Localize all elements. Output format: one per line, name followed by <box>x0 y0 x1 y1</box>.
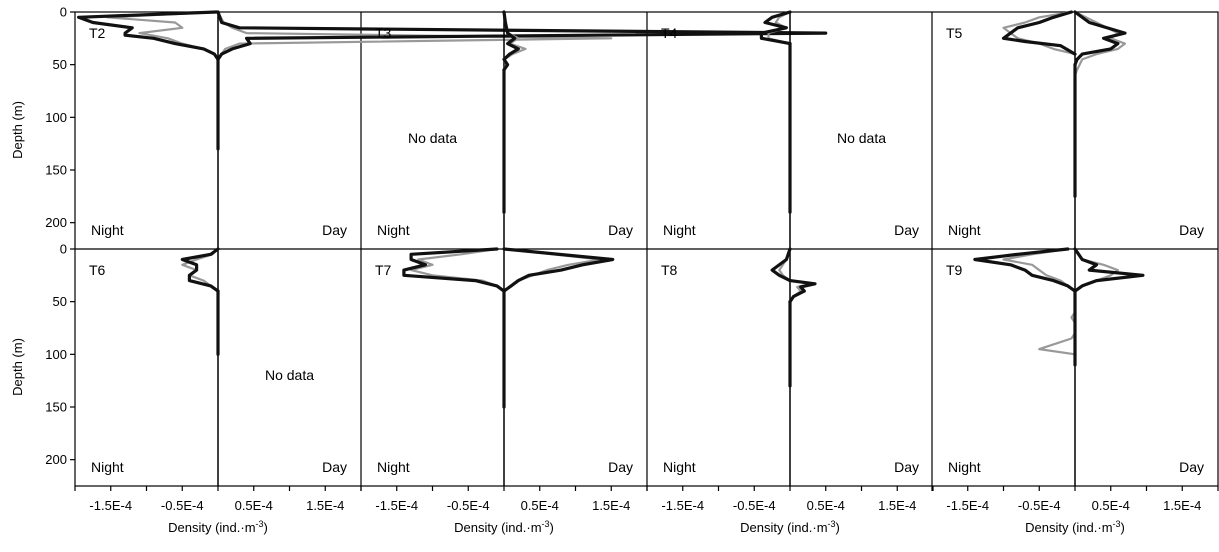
panel-t4: T4 Night Day No data <box>661 10 919 249</box>
panel-label: T2 <box>89 25 106 41</box>
y-tick-label: 200 <box>45 215 67 230</box>
panel-label: T6 <box>89 262 106 278</box>
x-axis-title-close: ) <box>550 520 554 535</box>
day-label: Day <box>322 459 347 475</box>
x-axis-title-superscript: -3 <box>1113 519 1121 529</box>
night-label: Night <box>91 459 124 475</box>
no-data-label: No data <box>265 367 314 383</box>
panel-label: T8 <box>661 262 678 278</box>
x-tick-label: -0.5E-4 <box>447 498 490 513</box>
panel-label: T4 <box>661 25 678 41</box>
y-tick-label: 100 <box>45 347 67 362</box>
series-line-dark-night <box>759 10 792 46</box>
y-tick-label: 150 <box>45 400 67 415</box>
x-axis-title: Density (ind.·m-3) <box>740 519 840 535</box>
x-tick-label: -0.5E-4 <box>1018 498 1061 513</box>
y-tick-label: 0 <box>60 242 67 257</box>
y-axis-title: Depth (m) <box>10 338 25 396</box>
x-tick-label: -1.5E-4 <box>661 498 704 513</box>
series-line-dark-night <box>402 247 506 293</box>
series-line-dark-day <box>502 247 615 293</box>
x-tick-label: -0.5E-4 <box>161 498 204 513</box>
series-line-dark-day <box>502 10 520 72</box>
panel-t5: T5 Night Day <box>946 10 1204 249</box>
day-label: Day <box>894 222 919 238</box>
x-tick-label: 1.5E-4 <box>1163 498 1201 513</box>
night-label: Night <box>377 459 410 475</box>
series-line-dark-day <box>788 279 817 304</box>
day-label: Day <box>1179 222 1204 238</box>
x-tick-label: 0.5E-4 <box>1092 498 1130 513</box>
panel-label: T9 <box>946 262 963 278</box>
series-line-dark-night <box>180 247 220 293</box>
x-tick-label: 1.5E-4 <box>878 498 916 513</box>
panel-label: T7 <box>375 262 392 278</box>
x-tick-label: 0.5E-4 <box>235 498 273 513</box>
night-label: Night <box>663 222 696 238</box>
day-label: Day <box>608 459 633 475</box>
series-line-dark-day <box>216 10 828 61</box>
day-label: Day <box>322 222 347 238</box>
night-label: Night <box>91 222 124 238</box>
y-tick-label: 50 <box>53 57 67 72</box>
series-line-dark-night <box>973 247 1077 293</box>
night-label: Night <box>948 222 981 238</box>
series-line-dark-day <box>1073 247 1145 293</box>
x-axis-title: Density (ind.·m-3) <box>1025 519 1125 535</box>
series-line-gray-day <box>502 10 527 71</box>
x-tick-label: 0.5E-4 <box>807 498 845 513</box>
x-axis-title-superscript: -3 <box>542 519 550 529</box>
series-line-dark-night <box>77 10 220 61</box>
series-line-dark-night <box>770 247 792 283</box>
y-axis-title: Depth (m) <box>10 101 25 159</box>
x-axis-title-superscript: -3 <box>828 519 836 529</box>
x-tick-label: -1.5E-4 <box>89 498 132 513</box>
no-data-label: No data <box>837 130 886 146</box>
x-tick-label: 1.5E-4 <box>306 498 344 513</box>
x-tick-label: 0.5E-4 <box>521 498 559 513</box>
day-label: Day <box>894 459 919 475</box>
panel-t9: T9 Night Day <box>946 247 1204 486</box>
x-tick-label: 1.5E-4 <box>592 498 630 513</box>
no-data-label: No data <box>408 130 457 146</box>
day-label: Day <box>1179 459 1204 475</box>
night-label: Night <box>948 459 981 475</box>
series-line-dark-day <box>1073 10 1127 67</box>
y-tick-label: 200 <box>45 452 67 467</box>
night-label: Night <box>377 222 410 238</box>
series-line-dark-night <box>1001 10 1077 56</box>
x-axis-title-close: ) <box>1121 520 1125 535</box>
panel-t3: T3 Night Day No data <box>375 10 633 249</box>
x-axis-title-close: ) <box>836 520 840 535</box>
x-axis-title: Density (ind.·m-3) <box>454 519 554 535</box>
panel-label: T3 <box>375 25 392 41</box>
x-tick-label: -0.5E-4 <box>733 498 776 513</box>
y-tick-label: 100 <box>45 110 67 125</box>
panel-t2: T2 Night Day <box>77 10 828 249</box>
panel-t7: T7 Night Day <box>375 247 633 486</box>
panel-t6: T6 Night Day No data <box>89 247 347 486</box>
y-tick-label: 150 <box>45 163 67 178</box>
x-axis-title: Density (ind.·m-3) <box>168 519 268 535</box>
y-tick-label: 0 <box>60 5 67 20</box>
x-tick-label: -1.5E-4 <box>375 498 418 513</box>
panel-t8: T8 Night Day <box>661 247 919 486</box>
x-axis-title-close: ) <box>264 520 268 535</box>
day-label: Day <box>608 222 633 238</box>
panel-label: T5 <box>946 25 963 41</box>
x-axis-title-superscript: -3 <box>256 519 264 529</box>
night-label: Night <box>663 459 696 475</box>
x-tick-label: -1.5E-4 <box>946 498 989 513</box>
y-tick-label: 50 <box>53 294 67 309</box>
